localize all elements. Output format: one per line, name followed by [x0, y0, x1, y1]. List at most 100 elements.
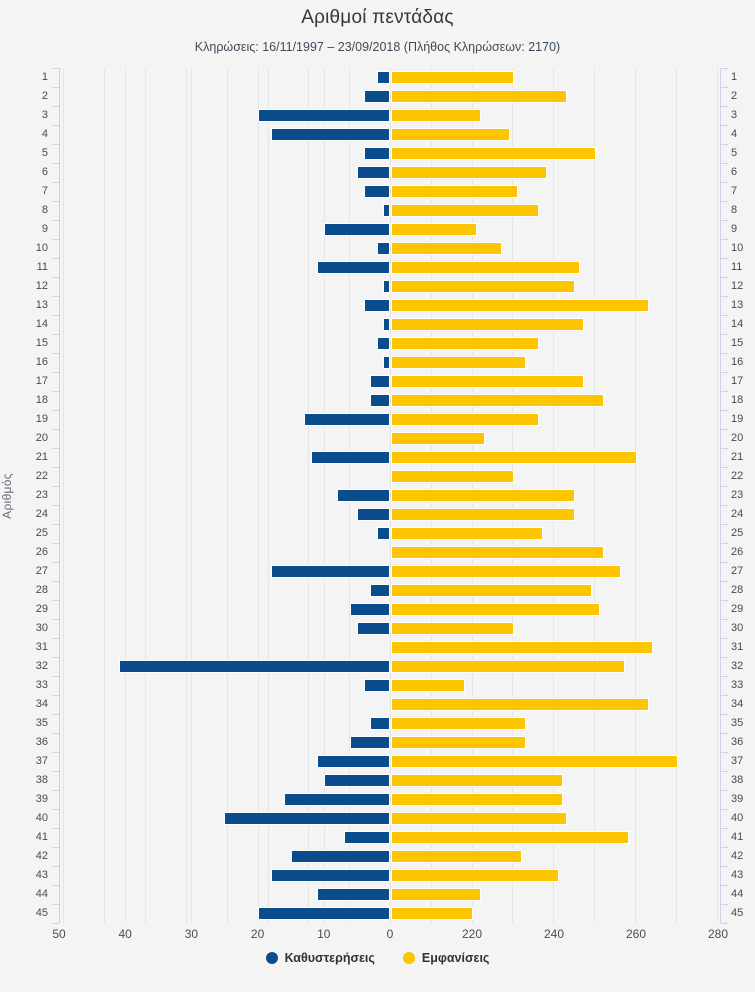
appearance-bar[interactable] [391, 242, 502, 255]
category-label-left: 4 [41, 128, 48, 140]
delay-bar[interactable] [350, 603, 390, 616]
appearance-bar[interactable] [391, 109, 481, 122]
appearance-bar[interactable] [391, 679, 465, 692]
appearance-bar[interactable] [391, 869, 559, 882]
delay-bar[interactable] [317, 755, 390, 768]
appearance-bar[interactable] [391, 261, 580, 274]
appearance-bar[interactable] [391, 508, 575, 521]
appearance-bar[interactable] [391, 356, 526, 369]
gridline [323, 68, 325, 923]
appearance-bar[interactable] [391, 90, 567, 103]
delay-bar[interactable] [271, 869, 390, 882]
delay-bar[interactable] [284, 793, 390, 806]
legend-item-delays[interactable]: Καθυστερήσεις [265, 951, 375, 965]
category-axis-tick [52, 448, 59, 449]
delay-bar[interactable] [304, 413, 390, 426]
delay-bar[interactable] [317, 888, 390, 901]
category-label-right: 15 [731, 337, 744, 349]
appearance-bar[interactable] [391, 470, 514, 483]
category-label-right: 34 [731, 698, 744, 710]
delay-bar[interactable] [119, 660, 390, 673]
appearance-bar[interactable] [391, 622, 514, 635]
delay-bar[interactable] [377, 242, 390, 255]
appearance-bar[interactable] [391, 128, 510, 141]
appearance-bar[interactable] [391, 812, 567, 825]
appearance-bar[interactable] [391, 166, 547, 179]
delay-bar[interactable] [383, 204, 390, 217]
appearance-bar[interactable] [391, 299, 649, 312]
delay-bar[interactable] [383, 356, 390, 369]
appearance-bar[interactable] [391, 755, 678, 768]
delay-bar[interactable] [364, 185, 390, 198]
appearance-bar[interactable] [391, 527, 543, 540]
delay-bar[interactable] [364, 147, 390, 160]
delay-bar[interactable] [324, 774, 390, 787]
appearance-bar[interactable] [391, 774, 563, 787]
category-label-right: 10 [731, 242, 744, 254]
delay-bar[interactable] [271, 128, 390, 141]
delay-bar[interactable] [258, 907, 390, 920]
appearance-bar[interactable] [391, 432, 485, 445]
appearance-bar[interactable] [391, 603, 600, 616]
delay-bar[interactable] [377, 337, 390, 350]
appearance-bar[interactable] [391, 660, 625, 673]
delay-bar[interactable] [224, 812, 390, 825]
appearance-bar[interactable] [391, 280, 575, 293]
delay-bar[interactable] [370, 375, 390, 388]
appearance-bar[interactable] [391, 71, 514, 84]
delay-bar[interactable] [377, 71, 390, 84]
delay-bar[interactable] [317, 261, 390, 274]
delay-bar[interactable] [364, 90, 390, 103]
delay-bar[interactable] [271, 565, 390, 578]
delay-bar[interactable] [324, 223, 390, 236]
appearance-bar[interactable] [391, 489, 575, 502]
category-axis-tick [52, 543, 59, 544]
appearance-bar[interactable] [391, 698, 649, 711]
category-label-right: 40 [731, 812, 744, 824]
appearance-bar[interactable] [391, 584, 592, 597]
delay-bar[interactable] [383, 280, 390, 293]
delay-bar[interactable] [258, 109, 390, 122]
appearance-bar[interactable] [391, 185, 518, 198]
delay-bar[interactable] [337, 489, 390, 502]
appearance-bar[interactable] [391, 831, 629, 844]
delay-bar[interactable] [311, 451, 390, 464]
delay-bar[interactable] [370, 584, 390, 597]
delay-bar[interactable] [357, 622, 390, 635]
appearance-bar[interactable] [391, 888, 481, 901]
appearance-bar[interactable] [391, 565, 621, 578]
appearance-bar[interactable] [391, 736, 526, 749]
category-axis-tick [52, 600, 59, 601]
category-label-right: 22 [731, 470, 744, 482]
delay-bar[interactable] [357, 508, 390, 521]
appearance-bar[interactable] [391, 717, 526, 730]
legend: Καθυστερήσεις Εμφανίσεις [0, 951, 755, 965]
appearance-bar[interactable] [391, 318, 584, 331]
appearance-bar[interactable] [391, 147, 596, 160]
appearance-bar[interactable] [391, 413, 539, 426]
appearance-bar[interactable] [391, 223, 477, 236]
appearance-bar[interactable] [391, 793, 563, 806]
appearance-bar[interactable] [391, 546, 604, 559]
appearance-bar[interactable] [391, 337, 539, 350]
category-axis-tick [721, 448, 728, 449]
appearance-bar[interactable] [391, 375, 584, 388]
delay-bar[interactable] [350, 736, 390, 749]
delay-bar[interactable] [370, 717, 390, 730]
delay-bar[interactable] [364, 679, 390, 692]
delay-bar[interactable] [344, 831, 390, 844]
appearance-bar[interactable] [391, 394, 604, 407]
appearance-bar[interactable] [391, 907, 473, 920]
delay-bar[interactable] [364, 299, 390, 312]
appearance-bar[interactable] [391, 451, 637, 464]
legend-item-appearances[interactable]: Εμφανίσεις [402, 951, 489, 965]
delay-bar[interactable] [291, 850, 390, 863]
delay-bar[interactable] [383, 318, 390, 331]
appearance-bar[interactable] [391, 850, 522, 863]
appearance-bar[interactable] [391, 204, 539, 217]
appearance-bar[interactable] [391, 641, 653, 654]
category-label-left: 42 [35, 850, 48, 862]
delay-bar[interactable] [377, 527, 390, 540]
delay-bar[interactable] [357, 166, 390, 179]
delay-bar[interactable] [370, 394, 390, 407]
